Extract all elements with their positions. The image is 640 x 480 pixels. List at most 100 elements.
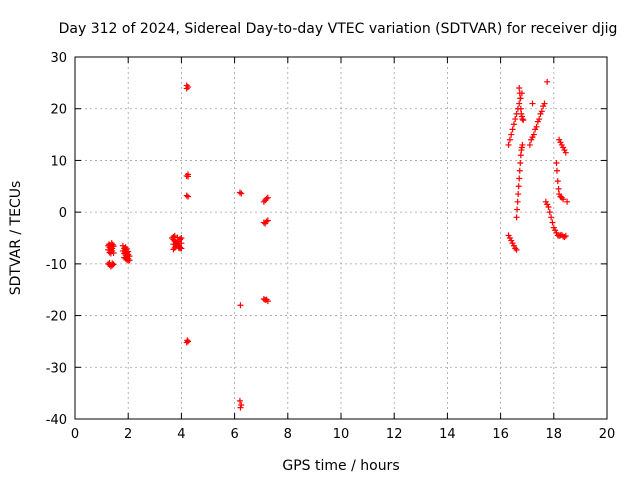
x-tick-label: 16 [492,427,509,442]
data-point [509,126,516,133]
data-point [183,85,190,92]
data-point [505,141,512,148]
y-tick-label: 0 [59,206,67,221]
data-point [264,194,271,201]
data-point [517,105,524,112]
data-point [185,338,192,345]
data-point [236,189,243,196]
data-point [178,240,185,247]
data-point [516,175,523,182]
data-point [513,246,520,253]
data-point [263,218,270,225]
data-point [546,209,553,216]
data-points [105,78,571,411]
data-point [538,108,545,115]
data-point [105,246,112,253]
data-point [516,85,523,92]
x-tick-label: 12 [386,427,403,442]
data-point [533,123,540,130]
y-tick-label: -20 [46,310,67,325]
data-point [519,141,526,148]
data-point [506,136,513,143]
data-point [516,100,523,107]
chart-title: Day 312 of 2024, Sidereal Day-to-day VTE… [59,21,618,37]
data-point [517,160,524,167]
data-point [514,206,521,213]
x-tick-label: 10 [333,427,350,442]
data-point [177,236,184,243]
x-tick-label: 6 [230,427,238,442]
data-point [515,183,522,190]
data-point [516,90,523,97]
data-point [549,219,556,226]
data-point [513,214,520,221]
data-point [263,195,270,202]
data-point [264,298,271,305]
data-point [541,100,548,107]
data-point [515,191,522,198]
data-point [536,116,543,123]
data-point [562,232,569,239]
data-point [175,244,182,251]
data-point [264,217,271,224]
data-point [185,193,192,200]
y-tick-labels: -40 -30 -20 -10 0 10 20 30 [46,51,67,428]
y-tick-label: 20 [50,103,67,118]
data-point [510,121,517,128]
y-axis-label: SDTVAR / TECUs [8,181,24,296]
data-point [529,100,536,107]
y-tick-label: -10 [46,258,67,273]
data-point [554,178,561,185]
y-tick-label: -30 [46,361,67,376]
data-point [544,78,551,85]
data-point [126,257,133,264]
data-point [561,233,568,240]
x-tick-label: 18 [546,427,563,442]
data-point [520,117,527,124]
data-point [553,167,560,174]
data-point [237,404,244,411]
data-point [183,192,190,199]
data-point [260,219,267,226]
data-point [109,260,116,267]
data-point [183,339,190,346]
data-point [519,116,526,123]
data-point [237,302,244,309]
data-point [125,248,132,255]
x-tick-labels: 0 2 4 6 8 10 12 14 16 18 20 [71,427,615,442]
x-tick-label: 4 [177,427,185,442]
x-tick-label: 8 [284,427,292,442]
data-point [512,116,519,123]
data-point [236,397,243,404]
y-tick-label: 10 [50,154,67,169]
data-point [514,198,521,205]
data-point [516,167,523,174]
data-point [560,196,567,203]
data-point [530,131,537,138]
data-point [562,149,569,156]
data-point [517,95,524,102]
data-point [110,249,117,256]
data-point [110,261,117,268]
x-tick-label: 14 [439,427,456,442]
data-point [238,190,245,197]
data-point [548,214,555,221]
data-point [564,198,571,205]
x-tick-label: 0 [71,427,79,442]
x-tick-label: 20 [599,427,616,442]
data-point [185,173,192,180]
data-point [508,131,515,138]
grid-lines [75,57,607,419]
x-tick-label: 2 [124,427,132,442]
data-point [526,141,533,148]
data-point [545,203,552,210]
data-point [109,241,116,248]
data-point [517,152,524,159]
y-tick-label: 30 [50,51,67,66]
y-tick-label: -40 [46,413,67,428]
axis-ticks [74,56,608,420]
data-point [555,185,562,192]
x-axis-label: GPS time / hours [282,458,399,474]
data-point [553,160,560,167]
